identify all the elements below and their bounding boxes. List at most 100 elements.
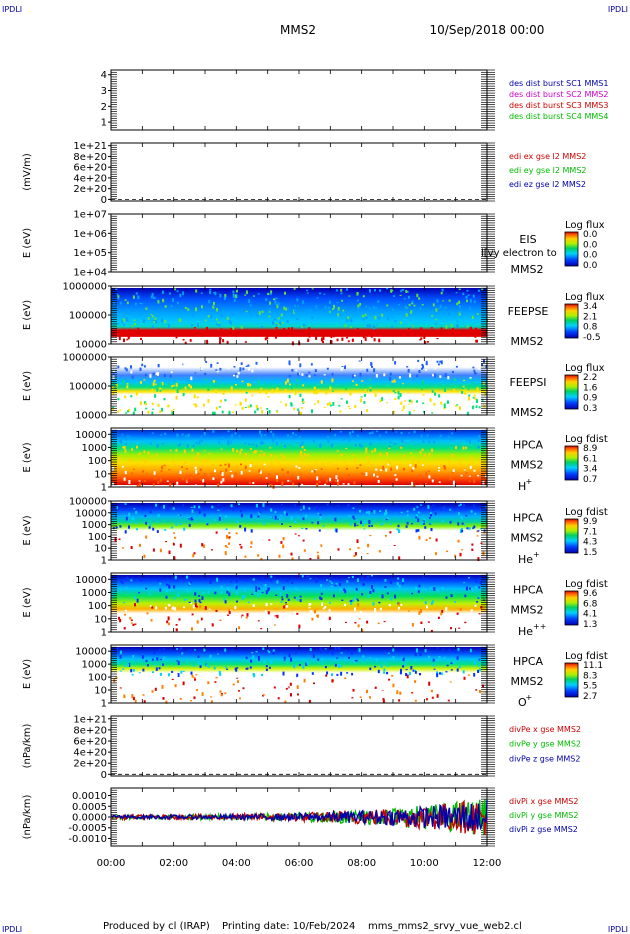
spectrogram-speck — [169, 483, 172, 487]
spectrogram-speck — [270, 603, 273, 605]
spectrogram-speck — [417, 331, 420, 336]
spectrogram-speck — [253, 673, 256, 678]
spectrogram-speck — [331, 582, 334, 584]
spectrogram-speck — [120, 683, 123, 688]
spectrogram-speck — [321, 337, 323, 342]
spectrogram-speck — [397, 395, 400, 400]
spectrogram-speck — [317, 556, 320, 559]
spectrogram-speck — [405, 673, 408, 677]
spectrogram-speck — [151, 411, 154, 415]
spectrogram-speck — [290, 314, 293, 317]
spectrogram-speck — [424, 526, 427, 529]
spectrogram-speck — [284, 533, 287, 536]
series-legend-label: des dist burst SC2 MMS2 — [509, 90, 608, 99]
spectrogram-speck — [227, 441, 230, 445]
spectrogram-speck — [139, 543, 141, 547]
spectrogram-speck — [123, 627, 126, 630]
spectrogram-speck — [372, 305, 375, 309]
spectrogram-speck — [155, 319, 158, 323]
spectrogram-speck — [344, 677, 347, 680]
spectrogram-speck — [280, 628, 283, 632]
spectrogram-speck — [447, 376, 450, 380]
spectrogram-speck — [355, 383, 358, 386]
spectrogram-speck — [192, 604, 195, 609]
spectrogram-speck — [368, 324, 371, 328]
spectrogram-speck — [284, 685, 287, 688]
spectrogram-speck — [228, 608, 231, 613]
spectrogram-speck — [211, 411, 214, 415]
spectrogram-speck — [330, 335, 333, 339]
spectrogram-speck — [377, 300, 380, 304]
spectrogram-speck — [172, 298, 174, 302]
spectrogram-speck — [203, 513, 206, 517]
footer-produced-by: Produced by cl (IRAP) — [103, 921, 210, 932]
spectrogram-speck — [436, 299, 439, 303]
spectrogram-speck — [386, 304, 389, 307]
spectrogram-speck — [333, 335, 335, 338]
spectrogram-speck — [139, 401, 142, 406]
spectrogram-speck — [201, 305, 203, 309]
spectrogram-speck — [159, 548, 162, 553]
colorbar — [564, 231, 579, 267]
spectrogram-speck — [420, 337, 423, 340]
spectrogram-speck — [430, 513, 432, 517]
spectrogram-speck — [115, 676, 118, 679]
spectrogram-speck — [112, 527, 115, 529]
spectrogram-speck — [132, 411, 135, 416]
spectrogram-speck — [429, 397, 432, 402]
spectrogram-speck — [352, 599, 355, 602]
spectrogram-speck — [119, 655, 122, 659]
spectrogram-speck — [441, 610, 444, 613]
spectrogram-speck — [293, 664, 296, 669]
spectrogram-speck — [311, 685, 314, 688]
spectrogram-speck — [138, 672, 141, 674]
spectrogram-speck — [243, 595, 246, 598]
spectrogram-speck — [401, 583, 404, 585]
spectrogram-speck — [151, 658, 154, 661]
spectrogram-speck — [305, 514, 308, 518]
spectrogram-speck — [453, 378, 456, 381]
spectrogram-speck — [445, 596, 448, 599]
spectrogram-speck — [355, 444, 357, 447]
spectrogram-speck — [271, 556, 274, 558]
spectrogram-speck — [483, 393, 486, 396]
spectrogram-speck — [219, 367, 222, 371]
spectrogram-speck — [348, 438, 351, 442]
spectrogram-speck — [218, 459, 221, 462]
spectrogram-speck — [282, 586, 285, 591]
spectrogram-speck — [329, 300, 331, 304]
spectrogram-speck — [422, 394, 425, 396]
y-tick-label: 100000 — [69, 311, 107, 322]
spectrogram-speck — [340, 652, 343, 654]
spectrogram-speck — [473, 369, 476, 372]
spectrogram-fill — [111, 430, 487, 485]
spectrogram-speck — [451, 454, 454, 458]
spectrogram-speck — [207, 590, 210, 595]
spectrogram-speck — [245, 290, 248, 295]
spectrogram-speck — [251, 697, 253, 699]
spectrogram-speck — [478, 586, 481, 589]
spectrogram-speck — [383, 621, 386, 623]
spectrogram-speck — [352, 374, 354, 378]
spectrogram-speck — [313, 403, 316, 405]
spectrogram-speck — [422, 521, 425, 523]
time-tick-label: 06:00 — [285, 858, 314, 869]
spectrogram-speck — [327, 439, 330, 443]
spectrogram-speck — [369, 388, 372, 392]
spectrogram-speck — [358, 618, 361, 620]
spectrogram-speck — [122, 318, 125, 322]
spectrogram-speck — [455, 365, 458, 368]
spectrogram-speck — [282, 671, 285, 676]
spectrogram-speck — [215, 609, 218, 612]
spectrogram-speck — [355, 519, 358, 521]
spectrogram-speck — [183, 598, 186, 601]
spectrogram-speck — [152, 483, 155, 486]
spectrogram-speck — [158, 648, 161, 652]
spectrogram-speck — [346, 467, 349, 470]
series-legend-label: divPi x gse MMS2 — [509, 797, 578, 806]
spectrogram-speck — [191, 613, 194, 616]
spectrogram-speck — [224, 515, 227, 518]
spectrogram-speck — [454, 686, 457, 691]
spectrogram-speck — [132, 623, 135, 626]
